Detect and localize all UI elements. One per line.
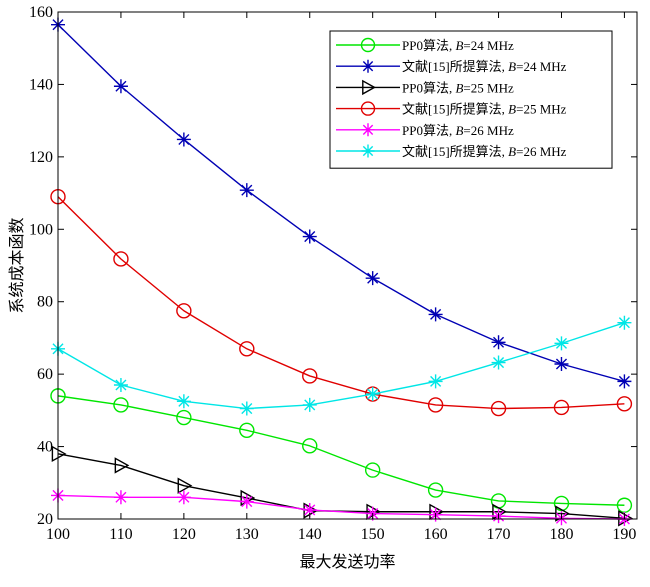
data-point (302, 502, 317, 517)
data-point (239, 401, 254, 416)
legend-entry: PP0算法, B=26 MHz (336, 123, 514, 138)
series-line (57, 395, 625, 506)
data-point (51, 445, 67, 463)
y-tick-label: 120 (29, 149, 53, 166)
data-point (176, 490, 191, 505)
x-tick-label: 140 (298, 526, 322, 543)
x-tick-label: 190 (612, 526, 636, 543)
data-point (554, 336, 569, 351)
data-point (239, 422, 255, 438)
data-point (360, 101, 376, 116)
data-point (616, 396, 633, 412)
y-tick-label: 20 (37, 511, 53, 528)
x-tick-label: 120 (172, 526, 196, 543)
legend-label: PP0算法, B=25 MHz (402, 80, 514, 95)
plot-frame (57, 11, 638, 520)
data-point (113, 397, 129, 413)
legend-entry: 文献[15]所提算法, B=26 MHz (336, 144, 567, 159)
data-point (364, 462, 381, 478)
data-point (114, 457, 130, 474)
data-point (239, 341, 255, 357)
legend-entry: PP0算法, B=25 MHz (336, 79, 514, 96)
x-tick-label: 130 (235, 526, 259, 543)
data-point (365, 271, 380, 286)
y-tick-label: 60 (37, 366, 53, 383)
data-point (362, 79, 376, 96)
data-point (113, 378, 128, 393)
tick-layer: 100 110 120 130 140 150 160 170 180 190 20 40 60 80 10… (29, 4, 637, 543)
data-point (553, 399, 570, 416)
y-tick-label: 80 (37, 294, 53, 311)
legend-label: 文献[15]所提算法, B=25 MHz (402, 102, 567, 117)
data-point (176, 303, 192, 319)
series-1 (50, 388, 633, 513)
data-point (427, 397, 444, 413)
data-point (491, 335, 506, 350)
data-point (113, 490, 128, 505)
legend-label: 文献[15]所提算法, B=26 MHz (402, 144, 567, 159)
data-point (302, 438, 318, 454)
data-point (176, 409, 192, 426)
data-point (491, 355, 506, 370)
data-point (365, 387, 380, 402)
series-6 (51, 315, 632, 416)
y-tick-label: 160 (29, 4, 53, 21)
series-line (57, 494, 625, 520)
data-point (490, 400, 507, 417)
data-point (239, 183, 254, 198)
data-point (428, 307, 443, 322)
data-point (554, 357, 569, 372)
series-line (57, 196, 625, 410)
data-point (176, 394, 191, 409)
data-point (361, 59, 375, 73)
legend-box (329, 30, 613, 169)
legend-label: PP0算法, B=26 MHz (402, 123, 514, 138)
data-point (617, 374, 632, 389)
data-point (302, 397, 317, 412)
series-4 (50, 188, 633, 417)
series-layer (50, 17, 633, 527)
x-tick-label: 180 (549, 526, 573, 543)
legend-entry: 文献[15]所提算法, B=25 MHz (336, 101, 567, 117)
data-point (427, 482, 444, 498)
y-tick-label: 140 (29, 76, 53, 93)
x-tick-label: 110 (109, 526, 132, 543)
legend-entry: PP0算法, B=24 MHz (336, 37, 514, 53)
data-point (113, 79, 128, 94)
data-point (361, 123, 375, 137)
y-tick-label: 100 (29, 221, 53, 238)
series-line (57, 453, 625, 519)
data-point (302, 368, 318, 384)
data-point (428, 374, 443, 389)
y-tick-label: 40 (37, 439, 53, 456)
data-point (239, 494, 254, 509)
y-axis-label: 系统成本函数 (8, 217, 26, 313)
x-tick-label: 170 (487, 526, 511, 543)
x-axis-label: 最大发送功率 (299, 553, 395, 571)
x-tick-label: 100 (46, 526, 70, 543)
legend-entry: 文献[15]所提算法, B=24 MHz (336, 59, 567, 74)
legend-label: PP0算法, B=24 MHz (402, 38, 514, 53)
x-tick-label: 160 (424, 526, 448, 543)
data-point (361, 144, 375, 158)
legend: PP0算法, B=24 MHz 文献[15]所提算法, B=24 MHz PP0算法… (329, 30, 613, 169)
data-point (302, 229, 317, 244)
series-5 (51, 488, 632, 526)
data-point (113, 251, 129, 267)
data-point (617, 315, 632, 330)
x-tick-label: 150 (361, 526, 385, 543)
series-line (57, 322, 625, 410)
data-point (177, 477, 193, 494)
legend-label: 文献[15]所提算法, B=24 MHz (402, 59, 567, 74)
data-point (176, 132, 191, 147)
data-point (360, 37, 376, 53)
